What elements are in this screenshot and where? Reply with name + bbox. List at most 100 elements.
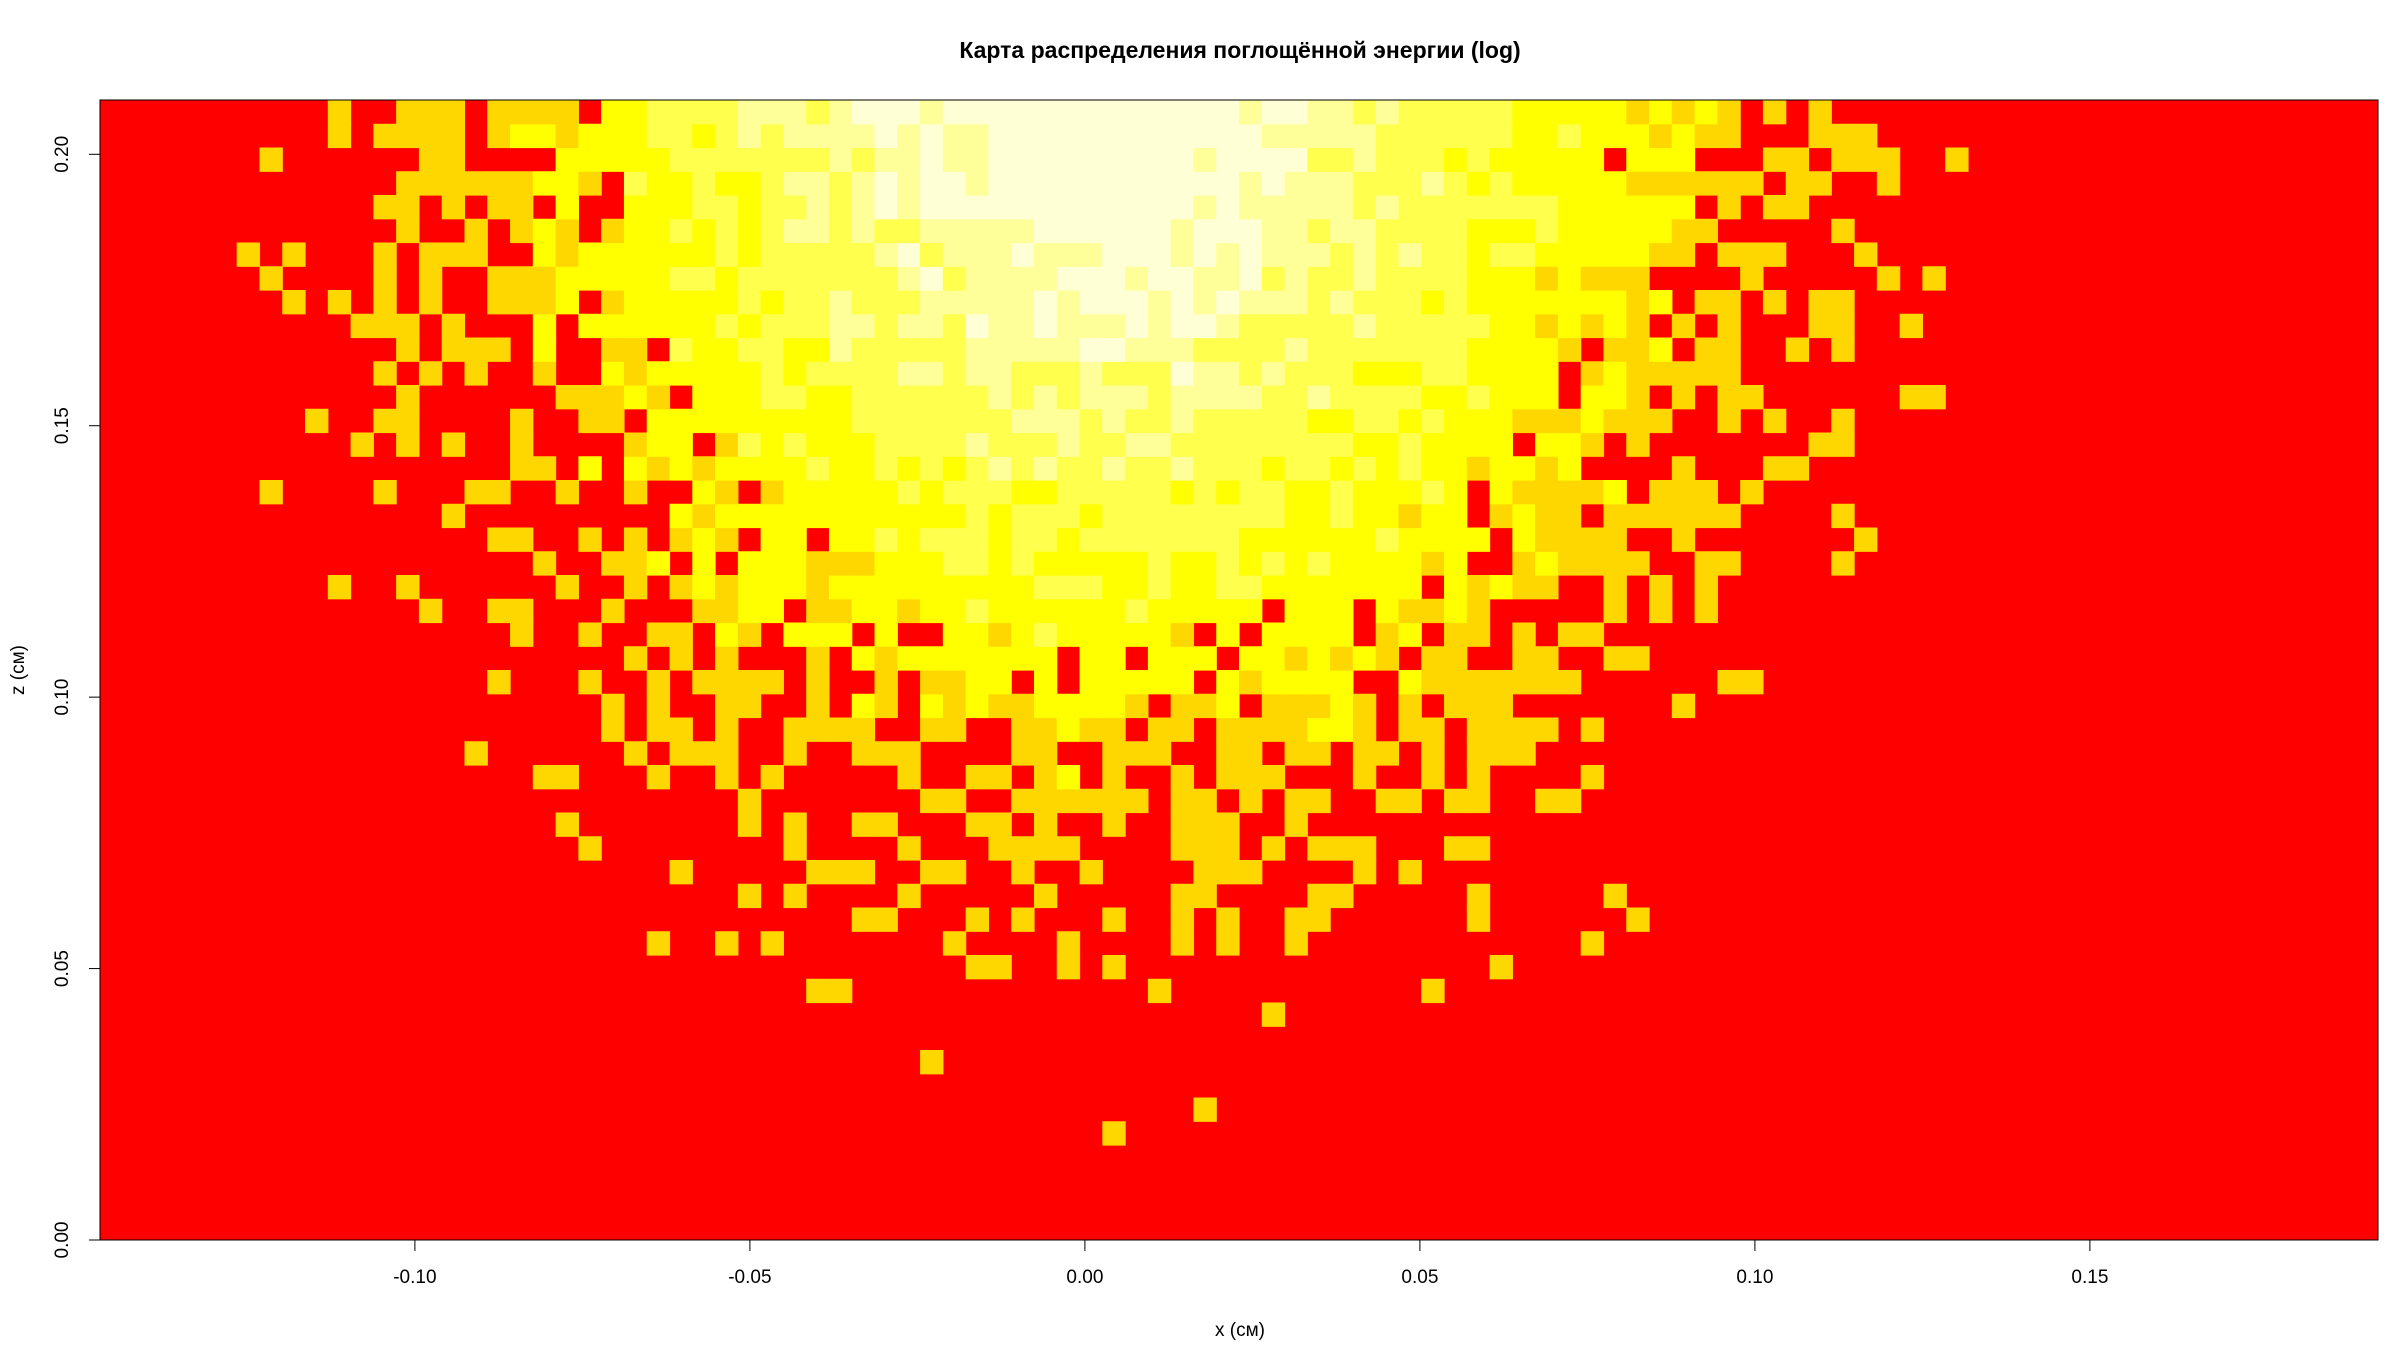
heat-cell	[1216, 812, 1240, 837]
heat-cell	[1261, 266, 1286, 291]
heat-cell	[920, 575, 944, 600]
heat-cell	[396, 385, 420, 410]
heat-cell	[1033, 788, 1058, 814]
heat-cell	[828, 147, 853, 172]
heat-cell	[874, 337, 898, 362]
heat-cell	[897, 432, 921, 457]
heat-cell	[760, 171, 784, 196]
heat-cell	[1352, 123, 1377, 149]
heat-cell	[783, 883, 807, 909]
heat-cell	[920, 670, 944, 695]
heat-cell	[874, 456, 898, 481]
x-tick-label: 0.10	[1736, 1267, 1773, 1288]
heat-cell	[555, 266, 579, 291]
heat-cell	[920, 503, 944, 529]
heat-cell	[555, 147, 579, 172]
heat-cell	[1512, 408, 1536, 434]
heat-cell	[1216, 242, 1240, 267]
heat-cell	[1489, 171, 1513, 196]
heat-cell	[1421, 978, 1445, 1004]
heat-cell	[1421, 171, 1445, 196]
heat-cell	[1671, 171, 1696, 196]
heat-cell	[1717, 123, 1741, 149]
heat-cell	[942, 123, 967, 149]
heat-cell	[851, 551, 876, 576]
heat-cell	[1284, 480, 1308, 505]
heat-cell	[373, 480, 397, 505]
heat-cell	[1352, 195, 1377, 220]
heat-cell	[1421, 218, 1445, 244]
heat-cell	[1671, 100, 1696, 125]
heat-cell	[760, 242, 784, 267]
heat-cell	[988, 361, 1012, 386]
heat-cell	[1330, 503, 1354, 529]
heat-cell	[1284, 503, 1308, 529]
heat-cell	[1102, 147, 1126, 172]
heat-cell	[1671, 693, 1696, 719]
heat-cell	[1375, 551, 1400, 576]
heat-cell	[851, 195, 876, 220]
heat-cell	[464, 218, 488, 244]
heat-cell	[828, 218, 853, 244]
heat-cell	[715, 432, 739, 457]
heat-cell	[1512, 100, 1536, 125]
heat-cell	[1444, 266, 1468, 291]
heat-cell	[965, 100, 990, 125]
heat-cell	[1330, 836, 1354, 861]
heat-cell	[760, 195, 784, 220]
heat-cell	[1557, 551, 1582, 576]
heat-cell	[1694, 575, 1718, 600]
heat-cell	[1102, 741, 1126, 766]
heat-cell	[1193, 242, 1217, 267]
heat-cell	[1330, 266, 1354, 291]
heat-cell	[1398, 598, 1422, 624]
heat-cell	[305, 408, 329, 434]
heat-cell	[1671, 503, 1696, 529]
heat-cell	[897, 503, 921, 529]
heat-cell	[1056, 218, 1081, 244]
heat-cell	[1125, 575, 1149, 600]
heat-cell	[1398, 147, 1422, 172]
heat-cell	[1056, 266, 1081, 291]
heat-cell	[373, 408, 397, 434]
heat-cell	[1398, 503, 1422, 529]
heat-cell	[1649, 218, 1673, 244]
heat-cell	[441, 313, 466, 339]
heat-cell	[1147, 123, 1172, 149]
heat-cell	[1170, 670, 1195, 695]
heat-cell	[1011, 432, 1035, 457]
heat-cell	[1671, 313, 1696, 339]
heat-cell	[965, 955, 990, 980]
heat-cell	[1535, 575, 1559, 600]
heat-cell	[737, 503, 762, 529]
heat-cell	[828, 622, 853, 647]
heat-cell	[1011, 860, 1035, 885]
heat-cell	[1375, 242, 1400, 267]
heat-cell	[806, 242, 830, 267]
heat-cell	[783, 100, 807, 125]
heat-cell	[1170, 836, 1195, 861]
heat-cell	[1239, 147, 1263, 172]
heat-cell	[646, 551, 671, 576]
heat-cell	[1352, 527, 1377, 552]
x-axis: -0.10 -0.05 0.00 0.05 0.10 0.15	[393, 1239, 2108, 1288]
heat-cell	[1717, 313, 1741, 339]
heat-cell	[1033, 123, 1058, 149]
heat-cell	[1261, 432, 1286, 457]
heat-cell	[1444, 218, 1468, 244]
heat-cell	[1694, 123, 1718, 149]
heat-cell	[806, 218, 830, 244]
heat-cell	[1398, 527, 1422, 552]
heat-cell	[715, 313, 739, 339]
heat-cell	[669, 195, 693, 220]
heat-cell	[692, 527, 716, 552]
heat-cell	[1261, 765, 1286, 790]
heat-cell	[874, 503, 898, 529]
heat-cell	[487, 290, 511, 315]
heat-cell	[874, 313, 898, 339]
heat-cell	[1444, 480, 1468, 505]
heat-cell	[1557, 171, 1582, 196]
heat-cell	[1375, 290, 1400, 315]
heat-cell	[1580, 931, 1605, 956]
heat-cell	[715, 575, 739, 600]
